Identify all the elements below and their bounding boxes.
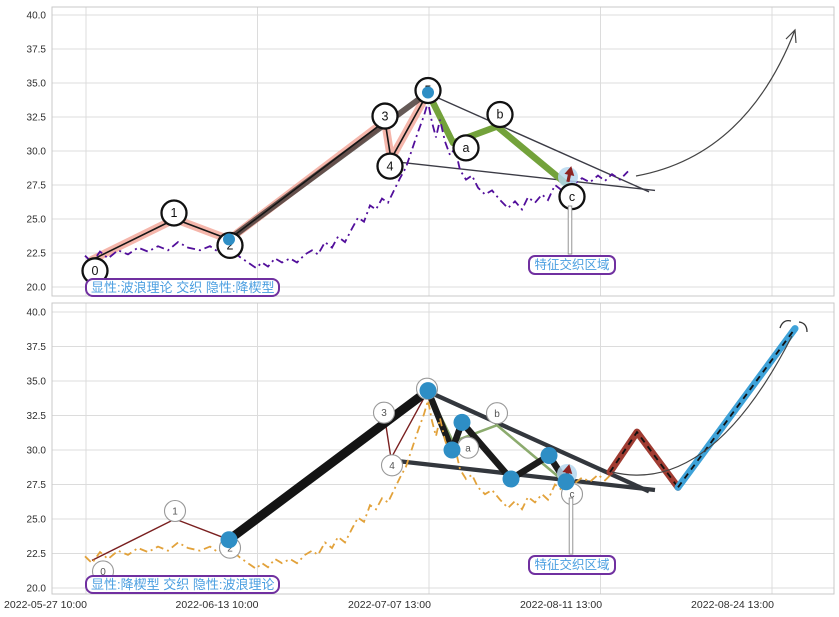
bottom-panel-pattern-annotation: 显性:降楔型 交织 隐性:波浪理论: [85, 575, 281, 594]
svg-text:30.0: 30.0: [27, 446, 47, 457]
svg-text:4: 4: [387, 159, 394, 173]
top-panel-region-label: 特征交织区域: [528, 255, 616, 275]
svg-text:25.0: 25.0: [27, 215, 47, 226]
svg-text:3: 3: [382, 109, 389, 123]
svg-text:32.5: 32.5: [27, 411, 47, 422]
top-blue-dots: [223, 86, 434, 246]
bottom-red-arrow-icon: [562, 464, 573, 481]
svg-text:40.0: 40.0: [27, 11, 47, 22]
svg-text:25.0: 25.0: [27, 515, 47, 526]
svg-text:2022-08-24 13:00: 2022-08-24 13:00: [691, 599, 774, 611]
top-panel-pattern-annotation: 显性:波浪理论 交织 隐性:降楔型: [85, 278, 281, 297]
top-panel-grid: [51, 6, 835, 297]
svg-text:35.0: 35.0: [27, 377, 47, 388]
svg-text:27.5: 27.5: [27, 480, 47, 491]
svg-text:22.5: 22.5: [27, 249, 47, 260]
bottom-price-line: [84, 400, 613, 570]
svg-text:a: a: [465, 443, 471, 454]
svg-text:2: 2: [227, 543, 233, 554]
svg-text:1: 1: [171, 206, 178, 220]
bottom-breakout-curve: [611, 335, 793, 476]
bottom-region-pointer: [568, 497, 574, 555]
top-wave-line-g: [91, 92, 429, 261]
svg-text:2: 2: [227, 239, 234, 253]
svg-text:4: 4: [389, 461, 395, 472]
svg-text:b: b: [494, 409, 500, 420]
svg-text:22.5: 22.5: [27, 549, 47, 560]
svg-text:32.5: 32.5: [27, 113, 47, 124]
bottom-panel-grid: [51, 302, 835, 595]
top-abc-wave-g: [424, 89, 570, 187]
svg-text:20.0: 20.0: [27, 283, 47, 294]
svg-text:30.0: 30.0: [27, 147, 47, 158]
svg-text:0: 0: [100, 567, 106, 578]
bottom-wedge-pole: [224, 386, 433, 545]
top-wave-line: [91, 92, 429, 261]
bottom-wedge-lines: [396, 390, 656, 494]
top-abc-wave: [424, 89, 570, 187]
svg-text:0: 0: [92, 264, 99, 278]
top-wedge-lines: [396, 93, 656, 193]
top-region-pointer-g: [567, 205, 573, 255]
top-panel-ytick-labels: 40.0 37.5 35.0 32.5 30.0 27.5 25.0 22.5 20.0: [27, 11, 47, 294]
svg-text:2022-05-27 10:00: 2022-05-27 10:00: [4, 599, 87, 611]
svg-text:1: 1: [172, 507, 178, 518]
top-breakout-arrow: [635, 28, 797, 177]
top-red-arrow-icon: [564, 166, 575, 183]
bottom-panel-ytick-labels: 40.0 37.5 35.0 32.5 30.0 27.5 25.0 22.5 20.0: [27, 308, 47, 595]
bottom-price-line-g: [84, 400, 613, 570]
svg-text:a: a: [463, 141, 470, 155]
top-region-pointer: [567, 205, 573, 255]
svg-text:c: c: [569, 190, 575, 204]
bottom-breakout-curve-g: [611, 335, 793, 476]
bottom-blue-dots: [220, 382, 575, 549]
svg-text:35.0: 35.0: [27, 79, 47, 90]
bottom-panel-region-label: 特征交织区域: [528, 555, 616, 575]
svg-text:2022-08-11 13:00: 2022-08-11 13:00: [520, 599, 602, 611]
svg-text:40.0: 40.0: [27, 308, 47, 319]
svg-text:27.5: 27.5: [27, 181, 47, 192]
svg-text:37.5: 37.5: [27, 342, 47, 353]
svg-text:b: b: [497, 108, 504, 122]
top-price-line: [84, 101, 629, 270]
svg-text:37.5: 37.5: [27, 45, 47, 56]
top-wave-label-circles: 012345abc: [81, 76, 586, 285]
bottom-region-pointer-g: [568, 497, 574, 555]
xtick-labels: 2022-05-27 10:00 2022-06-13 10:00 2022-07-…: [4, 599, 774, 611]
svg-text:c: c: [570, 490, 575, 501]
svg-text:2022-06-13 10:00: 2022-06-13 10:00: [176, 599, 259, 611]
top-price-line-g: [84, 101, 629, 270]
top-c-markers: [558, 166, 578, 187]
bottom-wedge-pole-g: [224, 386, 433, 545]
bottom-forecast: [606, 320, 808, 491]
svg-text:3: 3: [381, 408, 387, 419]
svg-text:20.0: 20.0: [27, 584, 47, 595]
svg-text:2022-07-07 13:00: 2022-07-07 13:00: [348, 599, 431, 611]
